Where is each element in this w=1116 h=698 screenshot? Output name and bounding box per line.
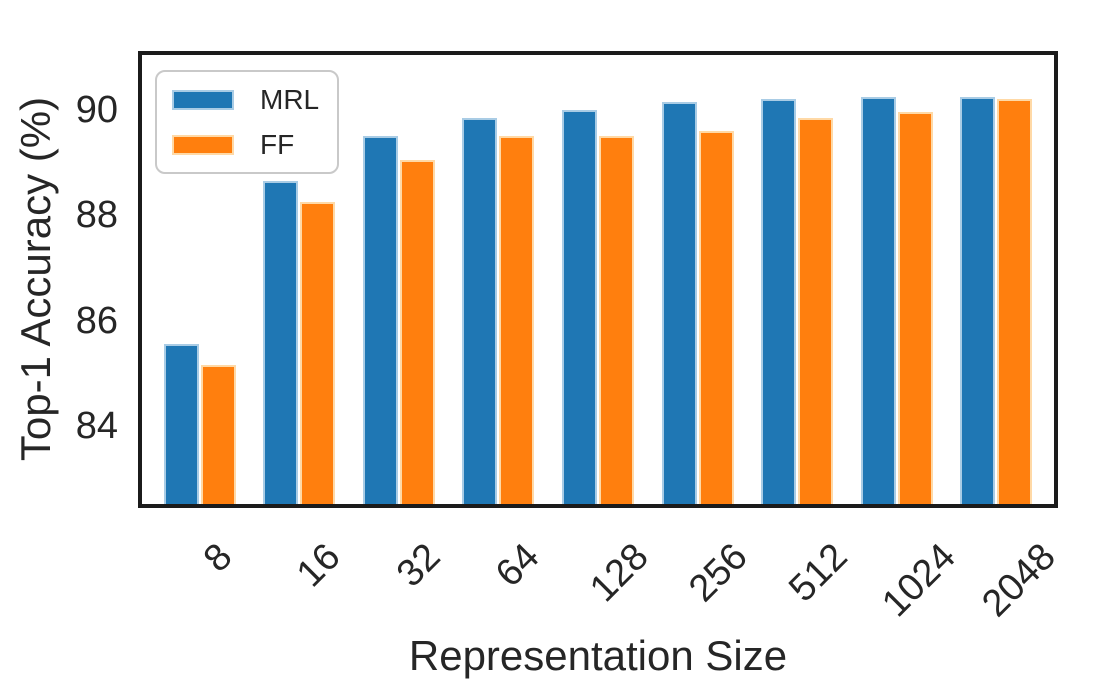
legend-swatch-ff-icon [172, 134, 234, 155]
legend: MRL FF [155, 70, 339, 174]
x-tick-label-128: 128 [581, 535, 657, 611]
plot-area: MRL FF [138, 51, 1058, 508]
x-tick-label-16: 16 [289, 535, 349, 596]
bar-mrl-512 [761, 99, 797, 504]
x-tick-label-1024: 1024 [874, 535, 964, 626]
legend-item-mrl: MRL [172, 82, 325, 117]
bar-ff-16 [300, 202, 336, 504]
bar-mrl-64 [462, 117, 498, 504]
legend-label-ff: FF [260, 128, 295, 160]
bar-group-128 [548, 55, 648, 504]
bar-group-1024 [847, 55, 947, 504]
legend-item-ff: FF [172, 127, 325, 162]
legend-label-mrl: MRL [260, 83, 320, 115]
bar-mrl-256 [661, 101, 697, 504]
x-tick-label-512: 512 [780, 535, 856, 611]
bar-group-2048 [947, 55, 1047, 504]
legend-swatch-mrl-icon [172, 89, 234, 110]
x-tick-label-64: 64 [488, 535, 548, 596]
bar-mrl-128 [562, 109, 598, 504]
bar-group-512 [747, 55, 847, 504]
bar-ff-256 [698, 130, 734, 504]
y-tick-label-90: 90 [75, 88, 118, 131]
y-axis-ticks: 84 86 88 90 [0, 55, 118, 504]
bar-ff-64 [499, 136, 535, 504]
bar-ff-32 [399, 159, 435, 504]
bar-ff-8 [200, 365, 236, 504]
x-tick-label-32: 32 [388, 535, 449, 596]
bar-group-16 [250, 55, 350, 504]
bar-mrl-1024 [860, 96, 896, 504]
x-axis-label: Representation Size [408, 632, 788, 679]
x-tick-label-8: 8 [195, 535, 241, 581]
bar-mrl-16 [263, 180, 299, 504]
bar-ff-128 [599, 136, 635, 504]
bar-group-8 [150, 55, 250, 504]
bar-group-32 [349, 55, 449, 504]
x-axis-ticks: 8 16 32 64 128 256 512 1024 2048 [138, 508, 1063, 625]
y-tick-label-86: 86 [75, 299, 118, 342]
x-tick-label-256: 256 [681, 535, 756, 611]
bar-ff-1024 [897, 112, 933, 504]
y-tick-label-84: 84 [75, 405, 118, 448]
bar-ff-2048 [997, 99, 1033, 504]
bar-group-256 [648, 55, 748, 504]
bar-mrl-2048 [960, 96, 996, 504]
bar-mrl-8 [163, 344, 199, 504]
bars-layer [142, 55, 1054, 504]
bar-mrl-32 [362, 136, 398, 504]
x-tick-label-2048: 2048 [974, 535, 1064, 626]
bar-group-64 [449, 55, 549, 504]
bar-ff-512 [798, 117, 834, 504]
y-tick-label-88: 88 [75, 194, 118, 237]
